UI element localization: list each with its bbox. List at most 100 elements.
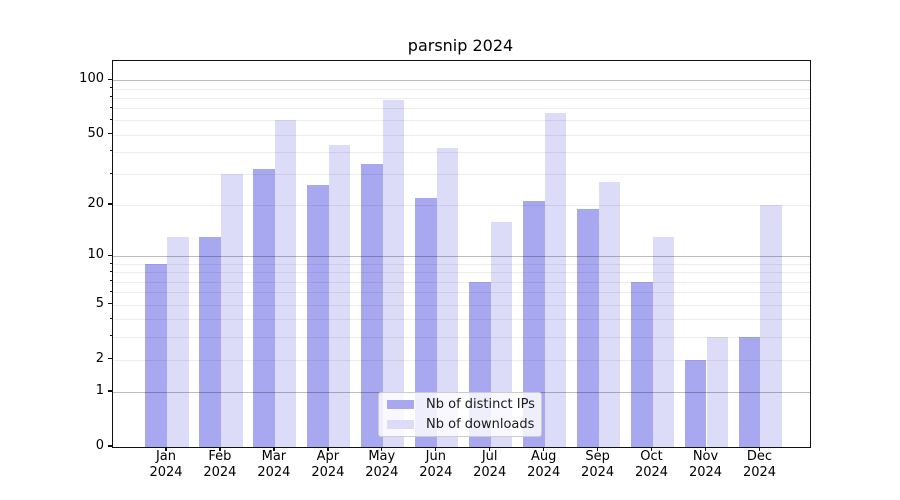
x-tick-label-nov: Nov 2024 <box>678 449 734 481</box>
legend-swatch-distinct-ips <box>387 400 414 409</box>
bar-apr-downloads <box>328 144 351 447</box>
y-tick-0 <box>108 445 112 447</box>
x-tick-label-jan: Jan 2024 <box>138 449 194 481</box>
x-tick-year: 2024 <box>311 465 345 480</box>
gridline-20 <box>113 205 810 206</box>
x-tick-month: Dec <box>746 449 773 464</box>
x-tick-jun <box>435 447 437 452</box>
y-tick-label-50: 50 <box>87 125 104 141</box>
y-minortick-90 <box>109 87 112 88</box>
bar-aug-distinct-ips <box>523 201 545 447</box>
bar-dec-distinct-ips <box>738 336 761 447</box>
bar-apr-distinct-ips <box>307 185 329 447</box>
x-tick-month: Mar <box>261 449 287 464</box>
x-tick-year: 2024 <box>257 465 291 480</box>
y-minortick-80 <box>109 96 112 98</box>
y-tick-label-2: 2 <box>95 350 104 366</box>
gridline-minor <box>113 108 810 110</box>
gridline-minor <box>113 319 810 321</box>
y-tick-label-100: 100 <box>79 71 104 87</box>
y-minortick-3 <box>109 335 112 337</box>
y-tick-1 <box>108 390 112 392</box>
x-tick-aug <box>543 447 545 452</box>
legend-item-downloads: Nb of downloads <box>387 417 541 433</box>
y-tick-label-20: 20 <box>87 196 104 211</box>
x-tick-year: 2024 <box>473 465 507 480</box>
bar-oct-distinct-ips <box>630 281 653 447</box>
bar-sep-downloads <box>598 182 621 447</box>
bar-jun-distinct-ips <box>415 197 437 447</box>
legend-swatch-downloads <box>387 420 414 429</box>
bar-oct-downloads <box>652 237 675 447</box>
y-tick-label-1: 1 <box>95 382 104 398</box>
x-tick-oct <box>650 447 653 452</box>
x-tick-jul <box>489 447 491 452</box>
y-minortick-6 <box>109 290 112 292</box>
bar-aug-downloads <box>544 112 567 447</box>
x-tick-label-apr: Apr 2024 <box>300 449 356 481</box>
x-tick-year: 2024 <box>365 465 399 480</box>
y-tick-2 <box>108 358 112 360</box>
x-tick-month: Aug <box>530 449 557 464</box>
bar-feb-distinct-ips <box>199 237 221 447</box>
x-tick-label-jul: Jul 2024 <box>462 449 518 481</box>
bar-may-downloads <box>382 99 405 447</box>
gridline-10 <box>113 256 810 258</box>
x-tick-apr <box>327 447 329 452</box>
x-tick-month: Oct <box>640 449 663 464</box>
gridline-minor <box>113 264 810 265</box>
bar-may-distinct-ips <box>361 164 383 447</box>
y-tick-20 <box>108 203 112 205</box>
y-minortick-4 <box>109 317 112 319</box>
y-minortick-7 <box>109 280 112 282</box>
x-tick-month: Jan <box>155 449 177 464</box>
gridline-minor <box>113 272 810 274</box>
legend-item-distinct-ips: Nb of distinct IPs <box>387 397 541 413</box>
x-tick-month: Jun <box>425 449 446 464</box>
x-tick-month: Apr <box>316 449 340 464</box>
x-tick-label-may: May 2024 <box>354 449 410 481</box>
y-tick-10 <box>108 254 112 257</box>
x-tick-nov <box>704 447 707 452</box>
bar-mar-distinct-ips <box>253 169 275 447</box>
bar-mar-downloads <box>274 120 297 447</box>
y-minortick-60 <box>109 118 112 120</box>
gridline-minor <box>113 336 810 338</box>
x-tick-label-jun: Jun 2024 <box>408 449 464 481</box>
gridline-minor <box>113 281 810 283</box>
legend-label-distinct-ips: Nb of distinct IPs <box>426 397 535 412</box>
gridline-minor <box>113 174 810 176</box>
y-tick-label-10: 10 <box>87 247 104 263</box>
bar-sep-distinct-ips <box>577 208 599 447</box>
x-tick-month: May <box>368 449 396 464</box>
y-minortick-30 <box>109 172 112 174</box>
gridline-minor <box>113 120 810 122</box>
y-tick-label-0: 0 <box>95 438 104 453</box>
bar-dec-downloads <box>760 205 783 447</box>
bar-jun-downloads <box>436 148 459 447</box>
x-tick-year: 2024 <box>149 465 183 480</box>
y-tick-label-5: 5 <box>95 295 104 311</box>
x-tick-label-aug: Aug 2024 <box>516 449 572 481</box>
x-tick-year: 2024 <box>634 465 669 480</box>
x-tick-year: 2024 <box>742 465 777 480</box>
gridline-minor <box>113 88 810 90</box>
x-tick-year: 2024 <box>419 465 453 480</box>
bar-feb-downloads <box>220 174 243 447</box>
legend: Nb of distinct IPs Nb of downloads <box>378 392 542 437</box>
x-tick-dec <box>758 447 761 452</box>
gridline-5 <box>113 304 810 306</box>
x-tick-month: Nov <box>692 449 719 464</box>
gridline-minor <box>113 151 810 153</box>
bar-nov-distinct-ips <box>684 359 707 447</box>
gridline-minor <box>113 97 810 99</box>
x-tick-jan <box>165 447 167 452</box>
x-tick-sep <box>596 447 599 452</box>
chart-title: parsnip 2024 <box>407 36 514 55</box>
x-tick-year: 2024 <box>688 465 723 480</box>
bar-jan-downloads <box>167 237 189 447</box>
x-tick-year: 2024 <box>527 465 561 480</box>
y-minortick-8 <box>109 270 112 272</box>
y-minortick-40 <box>109 150 112 152</box>
legend-label-downloads: Nb of downloads <box>426 417 535 432</box>
